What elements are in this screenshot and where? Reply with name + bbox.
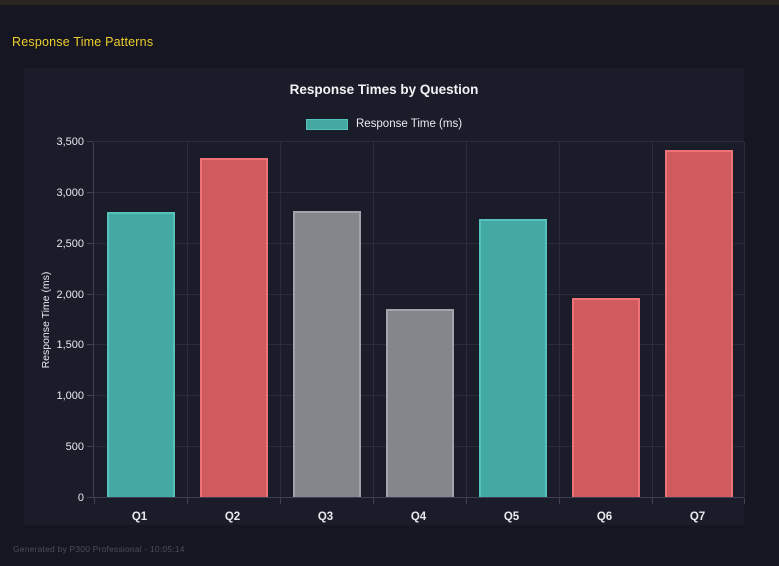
x-axis-tick [94,498,95,504]
y-axis-tick [87,497,93,498]
x-tick-label-Q7: Q7 [689,511,706,523]
x-axis-tick [187,498,188,504]
bar-Q7[interactable] [664,150,733,497]
bar-Q2[interactable] [199,158,268,497]
y-axis-tick [87,191,93,193]
y-tick-label: 500 [65,441,84,454]
y-axis-tick [87,344,93,346]
footer-note: Generated by P300 Professional - 10:05:1… [13,544,185,554]
y-axis-tick [87,395,93,397]
x-axis-tick [744,498,745,504]
x-axis-tick [652,498,653,504]
x-tick-label-Q6: Q6 [596,511,613,523]
gridline-horizontal [94,242,744,244]
x-tick-label-Q3: Q3 [317,511,334,523]
y-axis-tick [87,242,93,244]
gridline-vertical [280,142,281,497]
x-tick-label-Q5: Q5 [503,511,520,523]
y-tick-label: 2,500 [56,237,84,250]
page-title: Response Time Patterns [12,35,154,49]
x-axis-tick [466,498,467,504]
bar-Q3[interactable] [292,211,361,497]
top-strip [0,0,779,5]
gridline-horizontal [94,141,744,142]
y-axis-tick [87,293,93,295]
bar-Q1[interactable] [106,212,175,497]
gridline-vertical [187,142,188,497]
x-axis-tick [559,498,560,504]
bar-Q5[interactable] [478,219,547,497]
gridline-vertical [373,142,374,497]
y-tick-label: 1,000 [56,390,84,403]
x-axis-tick [373,498,374,504]
gridline-vertical [559,142,560,497]
y-tick-label: 0 [77,492,84,504]
x-tick-label-Q2: Q2 [224,511,241,523]
y-axis-tick [87,141,93,142]
y-axis-tick [87,446,93,448]
y-axis-title: Response Time (ms) [40,271,52,369]
chart-panel: Response Times by Question Response Time… [24,68,745,525]
x-tick-label-Q1: Q1 [131,511,148,523]
chart-legend[interactable]: Response Time (ms) [24,116,744,132]
legend-swatch-icon [305,118,348,130]
legend-label: Response Time (ms) [355,118,463,130]
y-tick-label: 3,500 [56,136,84,148]
gridline-horizontal [94,293,744,295]
bar-Q4[interactable] [385,309,454,497]
gridline-vertical [744,142,745,497]
y-tick-label: 3,000 [56,186,84,199]
y-tick-label: 2,000 [56,288,84,301]
bar-Q6[interactable] [571,298,640,497]
gridline-vertical [466,142,467,497]
x-axis-tick [280,498,281,504]
chart-title: Response Times by Question [289,82,479,97]
gridline-horizontal [94,191,744,193]
y-tick-label: 1,500 [56,339,84,352]
x-tick-label-Q4: Q4 [410,511,427,523]
gridline-vertical [652,142,653,497]
plot-area [87,141,745,504]
